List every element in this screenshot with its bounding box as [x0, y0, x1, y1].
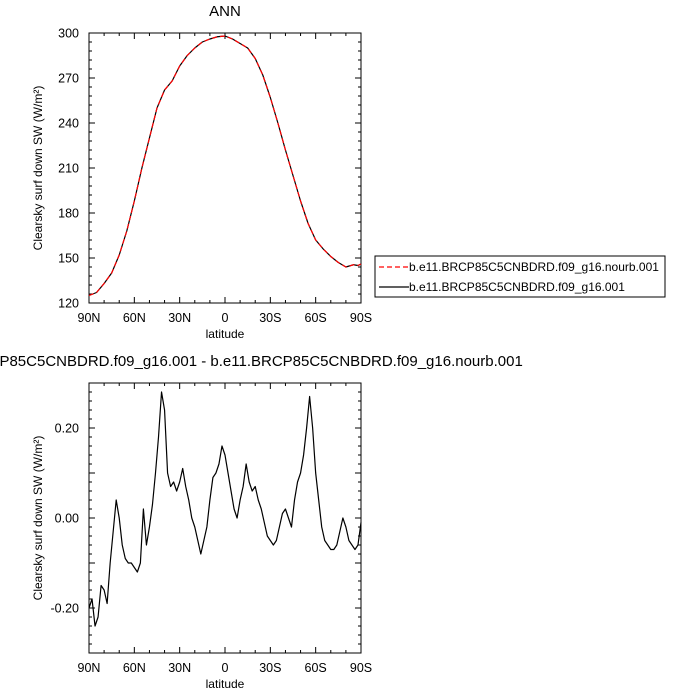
- x-tick-label: 30N: [168, 661, 191, 675]
- x-tick-label: 90S: [350, 311, 372, 325]
- x-tick-label: 30S: [259, 311, 281, 325]
- series-line: [88, 35, 362, 297]
- y-axis-title: Clearsky surf down SW (W/m²): [31, 86, 45, 251]
- x-axis-title: latitude: [206, 677, 245, 691]
- panel-title: ANN: [209, 3, 241, 20]
- y-tick-label: 120: [58, 297, 79, 311]
- panel-title: b.e11.BRCP85C5CNBDRD.f09_g16.001 - b.e11…: [0, 353, 523, 370]
- x-tick-label: 30N: [168, 311, 191, 325]
- legend-entry: b.e11.BRCP85C5CNBDRD.f09_g16.nourb.001: [409, 260, 659, 274]
- series-line: [88, 391, 362, 627]
- x-tick-label: 0: [222, 661, 229, 675]
- y-axis-title: Clearsky surf down SW (W/m²): [31, 436, 45, 601]
- x-tick-label: 90S: [350, 661, 372, 675]
- y-tick-label: -0.20: [51, 602, 80, 616]
- y-tick-label: 0.20: [55, 422, 79, 436]
- y-tick-label: 240: [58, 117, 79, 131]
- x-tick-label: 60S: [305, 661, 327, 675]
- x-axis-title: latitude: [206, 327, 245, 341]
- x-tick-label: 30S: [259, 661, 281, 675]
- y-tick-label: 210: [58, 162, 79, 176]
- x-tick-label: 90N: [78, 311, 101, 325]
- x-tick-label: 90N: [78, 661, 101, 675]
- legend-box: [374, 255, 666, 298]
- series-line: [88, 35, 362, 297]
- plot-frame: [88, 32, 362, 304]
- y-tick-label: 270: [58, 72, 79, 86]
- y-tick-label: 0.00: [55, 512, 79, 526]
- x-tick-label: 60N: [123, 661, 146, 675]
- y-tick-label: 180: [58, 207, 79, 221]
- y-tick-label: 300: [58, 27, 79, 41]
- x-tick-label: 0: [222, 311, 229, 325]
- y-tick-label: 150: [58, 252, 79, 266]
- legend-entry: b.e11.BRCP85C5CNBDRD.f09_g16.001: [409, 280, 625, 294]
- x-tick-label: 60S: [305, 311, 327, 325]
- x-tick-label: 60N: [123, 311, 146, 325]
